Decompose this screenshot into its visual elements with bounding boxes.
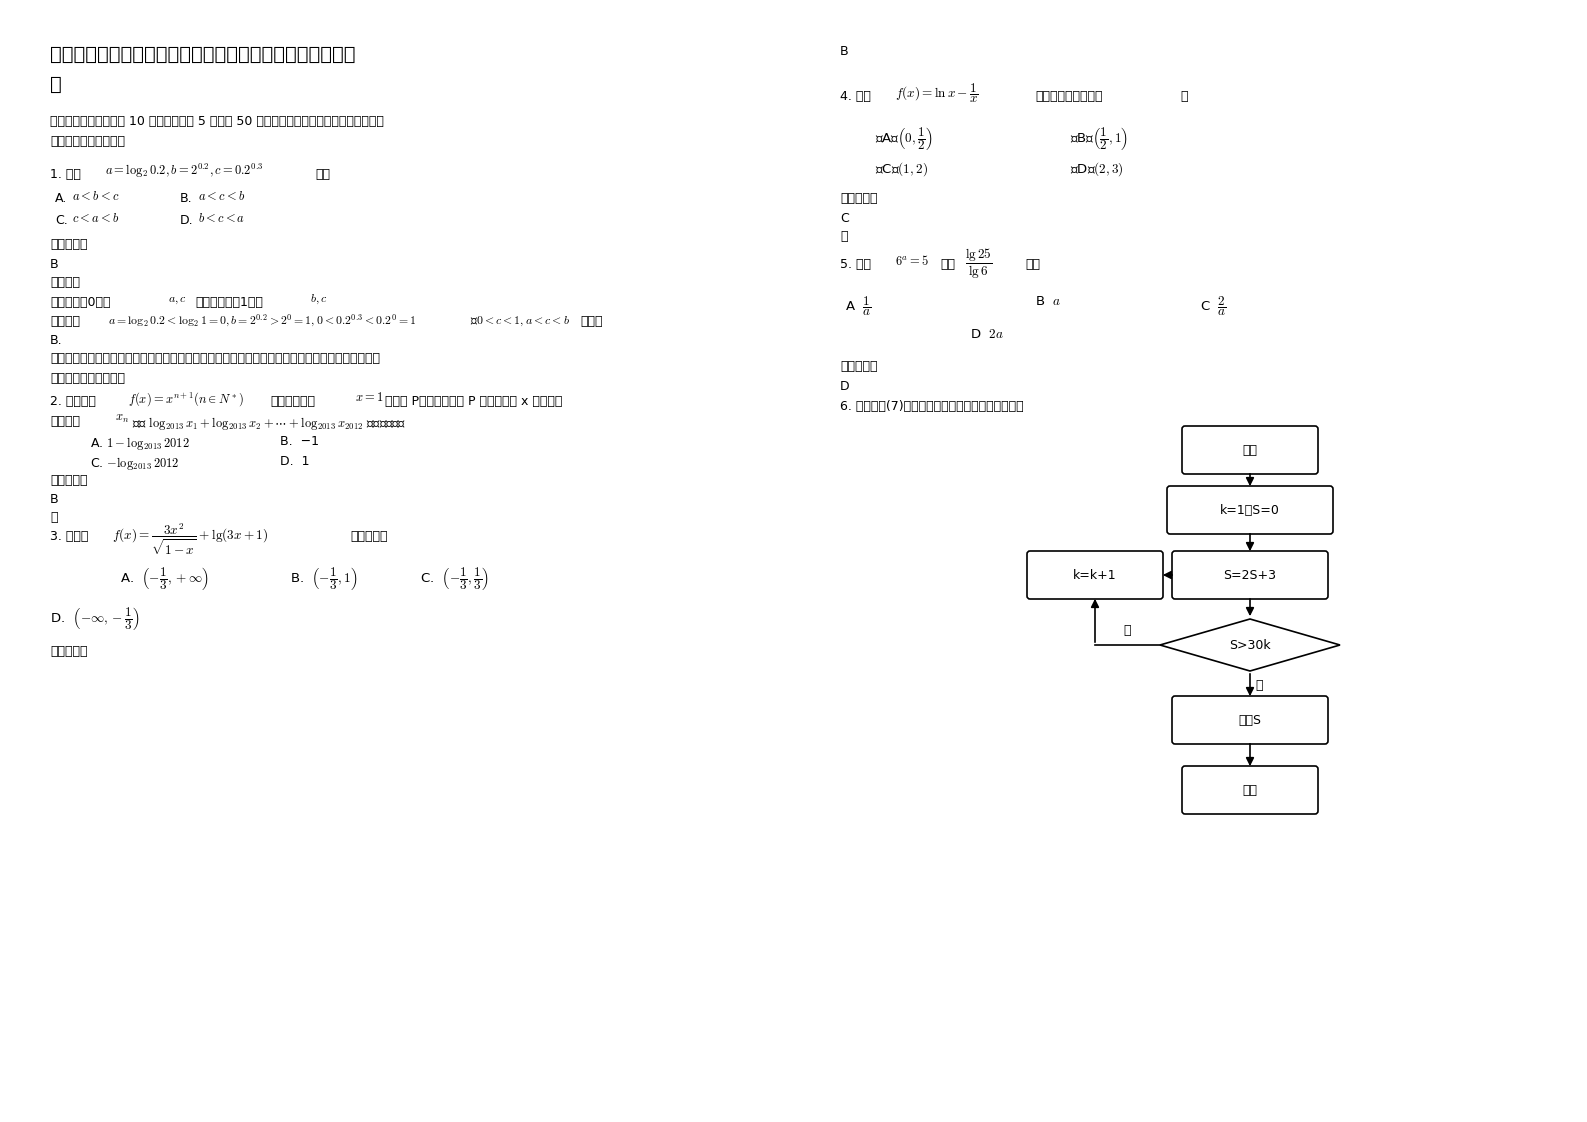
Text: $f(x)=\ln x-\dfrac{1}{x}$: $f(x)=\ln x-\dfrac{1}{x}$	[895, 82, 979, 105]
Text: D: D	[840, 380, 849, 393]
Text: 结束: 结束	[1243, 783, 1257, 797]
Text: 【点睛】本题考查指数和对数大小的比较，渗透了直观想象和数学运算素养。采取中间变量法，利用: 【点睛】本题考查指数和对数大小的比较，渗透了直观想象和数学运算素养。采取中间变量…	[51, 352, 379, 365]
Text: 参考答案：: 参考答案：	[51, 238, 87, 251]
Text: 3. 函数，: 3. 函数，	[51, 530, 89, 543]
Text: B.  $\left(-\dfrac{1}{3},1\right)$: B. $\left(-\dfrac{1}{3},1\right)$	[290, 565, 357, 592]
Text: ，运用中间量1比较: ，运用中间量1比较	[195, 296, 263, 309]
Text: $a=\log_2 0.2,b=2^{0.2},c=0.2^{0.3}$: $a=\log_2 0.2,b=2^{0.2},c=0.2^{0.3}$	[105, 162, 263, 181]
Text: k=1，S=0: k=1，S=0	[1220, 504, 1281, 516]
Text: $6^a=5$: $6^a=5$	[895, 254, 928, 268]
FancyBboxPatch shape	[1166, 486, 1333, 534]
Text: B.: B.	[51, 334, 62, 347]
Text: 运用中间量0比较: 运用中间量0比较	[51, 296, 111, 309]
Text: $c<a<b$: $c<a<b$	[71, 212, 119, 226]
Text: 的零点所在区间是（: 的零点所在区间是（	[1035, 90, 1103, 103]
Text: $f(x)=\dfrac{3x^2}{\sqrt{1-x}}+\lg(3x+1)$: $f(x)=\dfrac{3x^2}{\sqrt{1-x}}+\lg(3x+1)…	[113, 522, 268, 558]
Text: ，故选: ，故选	[579, 315, 603, 328]
Text: D.: D.	[179, 214, 194, 227]
Text: D  $2a$: D $2a$	[970, 328, 1005, 341]
Text: $a=\log_2 0.2<\log_2 1=0, b=2^{0.2}>2^0=1, 0<0.2^{0.3}<0.2^0=1$: $a=\log_2 0.2<\log_2 1=0, b=2^{0.2}>2^0=…	[108, 313, 416, 329]
Text: ，则 $\log_{2013}x_1+\log_{2013}x_2+\cdots+\log_{2013}x_{2012}$ 的值为（　）: ，则 $\log_{2013}x_1+\log_{2013}x_2+\cdots…	[132, 415, 406, 432]
Text: （A）$\left(0,\dfrac{1}{2}\right)$: （A）$\left(0,\dfrac{1}{2}\right)$	[874, 125, 933, 151]
Text: 是: 是	[1255, 679, 1263, 691]
Text: 2. 已知函数: 2. 已知函数	[51, 395, 95, 408]
Text: $\dfrac{\lg 25}{\lg 6}$: $\dfrac{\lg 25}{\lg 6}$	[965, 247, 992, 282]
Text: k=k+1: k=k+1	[1073, 569, 1117, 581]
Text: 【详解】: 【详解】	[51, 315, 79, 328]
Text: 的图象与直线: 的图象与直线	[270, 395, 314, 408]
Text: C: C	[840, 212, 849, 226]
Text: 的定义域为: 的定义域为	[351, 530, 387, 543]
Text: C.: C.	[56, 214, 68, 227]
Text: （B）$\left(\dfrac{1}{2},1\right)$: （B）$\left(\dfrac{1}{2},1\right)$	[1070, 125, 1128, 151]
Text: $x=1$: $x=1$	[355, 390, 384, 404]
Text: B.  −1: B. −1	[279, 435, 319, 448]
Text: （D）$(2,3)$: （D）$(2,3)$	[1070, 160, 1124, 177]
Text: A. $1-\log_{2013}2012$: A. $1-\log_{2013}2012$	[90, 435, 190, 452]
Text: 参考答案：: 参考答案：	[51, 645, 87, 657]
Text: $f(x)=x^{n+1}(n\in N^*)$: $f(x)=x^{n+1}(n\in N^*)$	[129, 390, 244, 407]
Polygon shape	[1160, 619, 1339, 671]
Text: 横坐标为: 横坐标为	[51, 415, 79, 427]
Text: B: B	[840, 45, 849, 58]
Text: C  $\dfrac{2}{a}$: C $\dfrac{2}{a}$	[1200, 295, 1227, 319]
Text: B  $a$: B $a$	[1035, 295, 1062, 309]
FancyBboxPatch shape	[1173, 696, 1328, 744]
Text: 析: 析	[51, 75, 62, 94]
Text: 交于点 P，若图象在点 P 处的切线与 x 轴交点的: 交于点 P，若图象在点 P 处的切线与 x 轴交点的	[386, 395, 562, 408]
Text: S>30k: S>30k	[1230, 638, 1271, 652]
Text: 则$0<c<1,a<c<b$: 则$0<c<1,a<c<b$	[470, 315, 570, 329]
Text: B: B	[51, 258, 59, 272]
Text: 输出S: 输出S	[1238, 714, 1262, 727]
Text: B.: B.	[179, 192, 192, 205]
FancyBboxPatch shape	[1182, 426, 1317, 473]
Text: 略: 略	[840, 230, 847, 243]
Text: A.: A.	[56, 192, 67, 205]
Text: ，则: ，则	[940, 258, 955, 272]
Text: S=2S+3: S=2S+3	[1224, 569, 1276, 581]
Text: $a<b<c$: $a<b<c$	[71, 190, 119, 203]
Text: 参考答案：: 参考答案：	[51, 473, 87, 487]
Text: $a<c<b$: $a<c<b$	[198, 190, 246, 203]
Text: 略: 略	[51, 511, 57, 524]
Text: B: B	[51, 493, 59, 506]
Text: 开始: 开始	[1243, 443, 1257, 457]
Text: 1. 已知: 1. 已知	[51, 168, 81, 181]
Text: （C）$(1,2)$: （C）$(1,2)$	[874, 160, 928, 177]
Text: A.  $\left(-\dfrac{1}{3},+\infty\right)$: A. $\left(-\dfrac{1}{3},+\infty\right)$	[121, 565, 209, 592]
Text: 等于: 等于	[1025, 258, 1039, 272]
Text: C. $-\log_{2013}2012$: C. $-\log_{2013}2012$	[90, 456, 179, 472]
FancyBboxPatch shape	[1027, 551, 1163, 599]
Text: D.  1: D. 1	[279, 456, 309, 468]
Text: D.  $\left(-\infty,-\dfrac{1}{3}\right)$: D. $\left(-\infty,-\dfrac{1}{3}\right)$	[51, 605, 140, 632]
Text: $a,c$: $a,c$	[168, 293, 187, 306]
Text: 参考答案：: 参考答案：	[840, 192, 878, 205]
Text: 4. 函数: 4. 函数	[840, 90, 871, 103]
Text: ，则: ，则	[314, 168, 330, 181]
Text: 江苏省扬州市第六高级中学高三数学文下学期期末试题含解: 江苏省扬州市第六高级中学高三数学文下学期期末试题含解	[51, 45, 355, 64]
Text: 6. 执行如题(7)图所示的程序框图，则输出的结果为: 6. 执行如题(7)图所示的程序框图，则输出的结果为	[840, 401, 1024, 413]
Text: 转化与化归思想解题。: 转化与化归思想解题。	[51, 373, 125, 385]
Text: A  $\dfrac{1}{a}$: A $\dfrac{1}{a}$	[844, 295, 871, 319]
Text: 是一个符合题目要求的: 是一个符合题目要求的	[51, 135, 125, 148]
Text: 一、选择题：本大题共 10 小题，每小题 5 分，共 50 分。在每小题给出的四个选项中，只有: 一、选择题：本大题共 10 小题，每小题 5 分，共 50 分。在每小题给出的四…	[51, 114, 384, 128]
Text: 【分析】: 【分析】	[51, 276, 79, 289]
Text: $b<c<a$: $b<c<a$	[198, 212, 246, 226]
FancyBboxPatch shape	[1182, 766, 1317, 813]
Text: C.  $\left(-\dfrac{1}{3},\dfrac{1}{3}\right)$: C. $\left(-\dfrac{1}{3},\dfrac{1}{3}\rig…	[421, 565, 489, 592]
Text: 5. 已知: 5. 已知	[840, 258, 871, 272]
Text: $b,c$: $b,c$	[309, 293, 327, 306]
Text: 参考答案：: 参考答案：	[840, 360, 878, 373]
Text: $x_n$: $x_n$	[114, 412, 129, 425]
FancyBboxPatch shape	[1173, 551, 1328, 599]
Text: 否: 否	[1124, 624, 1132, 637]
Text: ）: ）	[1181, 90, 1187, 103]
